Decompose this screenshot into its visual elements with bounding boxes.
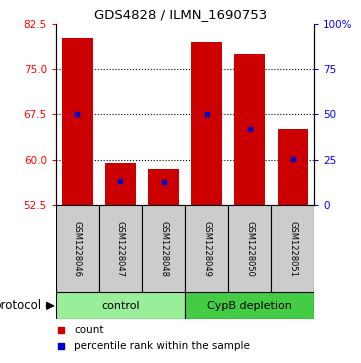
Bar xyxy=(278,130,308,205)
Bar xyxy=(142,205,185,292)
Text: CypB depletion: CypB depletion xyxy=(207,301,292,311)
Bar xyxy=(228,205,271,292)
Text: control: control xyxy=(101,301,140,311)
Bar xyxy=(235,54,265,205)
Bar xyxy=(62,37,92,205)
Text: percentile rank within the sample: percentile rank within the sample xyxy=(74,340,250,351)
Text: protocol: protocol xyxy=(0,299,42,312)
Bar xyxy=(105,163,135,205)
Bar xyxy=(271,205,314,292)
Bar xyxy=(148,169,179,205)
Text: GDS4828 / ILMN_1690753: GDS4828 / ILMN_1690753 xyxy=(94,8,267,21)
Text: GSM1228047: GSM1228047 xyxy=(116,221,125,277)
Text: GSM1228050: GSM1228050 xyxy=(245,221,254,277)
Bar xyxy=(191,42,222,205)
Bar xyxy=(185,292,314,319)
Text: GSM1228048: GSM1228048 xyxy=(159,221,168,277)
Bar xyxy=(99,205,142,292)
Bar xyxy=(56,205,99,292)
Text: count: count xyxy=(74,325,104,335)
Text: GSM1228051: GSM1228051 xyxy=(288,221,297,277)
Text: GSM1228046: GSM1228046 xyxy=(73,221,82,277)
Text: GSM1228049: GSM1228049 xyxy=(202,221,211,277)
Bar xyxy=(185,205,228,292)
Bar xyxy=(56,292,185,319)
